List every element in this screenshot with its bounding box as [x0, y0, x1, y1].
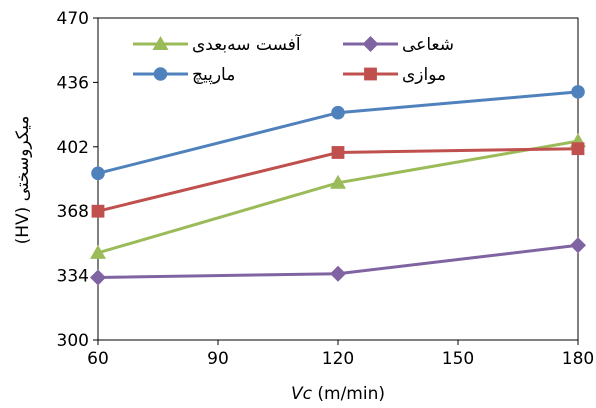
data-point-square	[571, 142, 585, 156]
y-axis-label: (HV) میکروسختی	[13, 116, 33, 245]
data-point-square	[364, 67, 377, 81]
legend-label: شعاعی	[402, 35, 454, 55]
data-point-circle	[153, 67, 168, 81]
x-axis-label-variable: Vc	[291, 384, 313, 404]
data-point-triangle	[152, 36, 169, 50]
y-tick-label: 368	[57, 202, 89, 222]
x-tick-label: 180	[562, 349, 594, 369]
legend-entry: مارپیچ	[133, 65, 235, 85]
y-axis-ticks: 300 334 368 402 436 470	[57, 9, 98, 351]
x-tick-label: 60	[87, 349, 109, 369]
data-point-circle	[571, 85, 585, 99]
data-point-square	[331, 146, 345, 159]
y-tick-label: 402	[57, 138, 89, 158]
data-point-diamond	[570, 237, 586, 254]
series-diamond	[90, 237, 586, 286]
legend-entry: موازی	[343, 65, 446, 85]
x-tick-label: 150	[442, 349, 474, 369]
data-point-diamond	[330, 265, 346, 282]
x-axis-label: Vc (m/min)	[291, 384, 385, 404]
y-tick-label: 470	[57, 9, 89, 29]
data-point-circle	[331, 105, 345, 120]
series-layer	[90, 85, 586, 286]
data-point-square	[91, 204, 105, 218]
data-point-triangle	[330, 174, 346, 189]
data-point-diamond	[362, 36, 379, 52]
series-circle	[91, 85, 585, 181]
x-axis-label-unit: (m/min)	[312, 384, 385, 404]
y-tick-label: 436	[57, 73, 89, 93]
legend-entry: آفست سه‌بعدی	[133, 33, 302, 55]
data-point-diamond	[90, 269, 106, 286]
legend-label: مارپیچ	[192, 65, 235, 85]
legend-label: آفست سه‌بعدی	[192, 33, 302, 55]
x-tick-label: 120	[322, 349, 354, 369]
x-tick-label: 90	[207, 349, 229, 369]
data-point-circle	[91, 166, 105, 181]
x-axis-ticks: 60 90 120 150 180	[87, 340, 594, 369]
y-tick-label: 300	[57, 331, 89, 351]
data-point-triangle	[90, 244, 106, 259]
legend-entry: شعاعی	[343, 35, 454, 55]
y-tick-label: 334	[57, 267, 89, 287]
series-square	[91, 142, 585, 218]
legend-label: موازی	[402, 65, 446, 85]
legend: آفست سه‌بعدی شعاعی مارپیچ موازی	[133, 33, 454, 85]
